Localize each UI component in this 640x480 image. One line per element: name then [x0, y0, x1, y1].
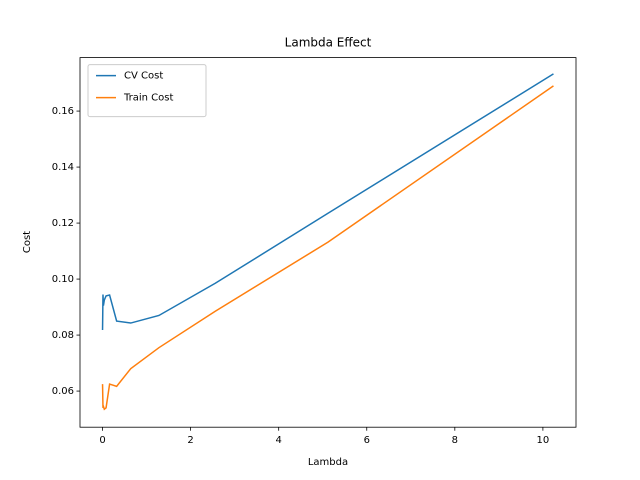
- y-tick-label: 0.12: [52, 218, 74, 229]
- y-tick-label: 0.06: [52, 386, 74, 397]
- data-line: [101, 73, 554, 331]
- data-line: [101, 85, 554, 411]
- y-tick-label: 0.16: [52, 106, 74, 117]
- legend-label: Train Cost: [123, 93, 173, 104]
- x-tick-label: 8: [452, 435, 458, 446]
- x-tick-label: 10: [537, 435, 550, 446]
- y-tick-label: 0.08: [52, 330, 74, 341]
- plot-frame: [79, 57, 577, 428]
- x-tick-label: 4: [275, 435, 281, 446]
- y-tick-label: 0.10: [52, 274, 74, 285]
- y-tick-label: 0.14: [52, 162, 74, 173]
- legend-box: [87, 64, 207, 118]
- x-axis-label: Lambda: [308, 457, 348, 468]
- legend-label: CV Cost: [124, 71, 163, 82]
- x-tick-label: 6: [364, 435, 370, 446]
- x-tick-label: 0: [99, 435, 105, 446]
- x-tick-label: 2: [187, 435, 193, 446]
- y-axis-label: Cost: [22, 231, 33, 253]
- chart-title: Lambda Effect: [285, 36, 372, 50]
